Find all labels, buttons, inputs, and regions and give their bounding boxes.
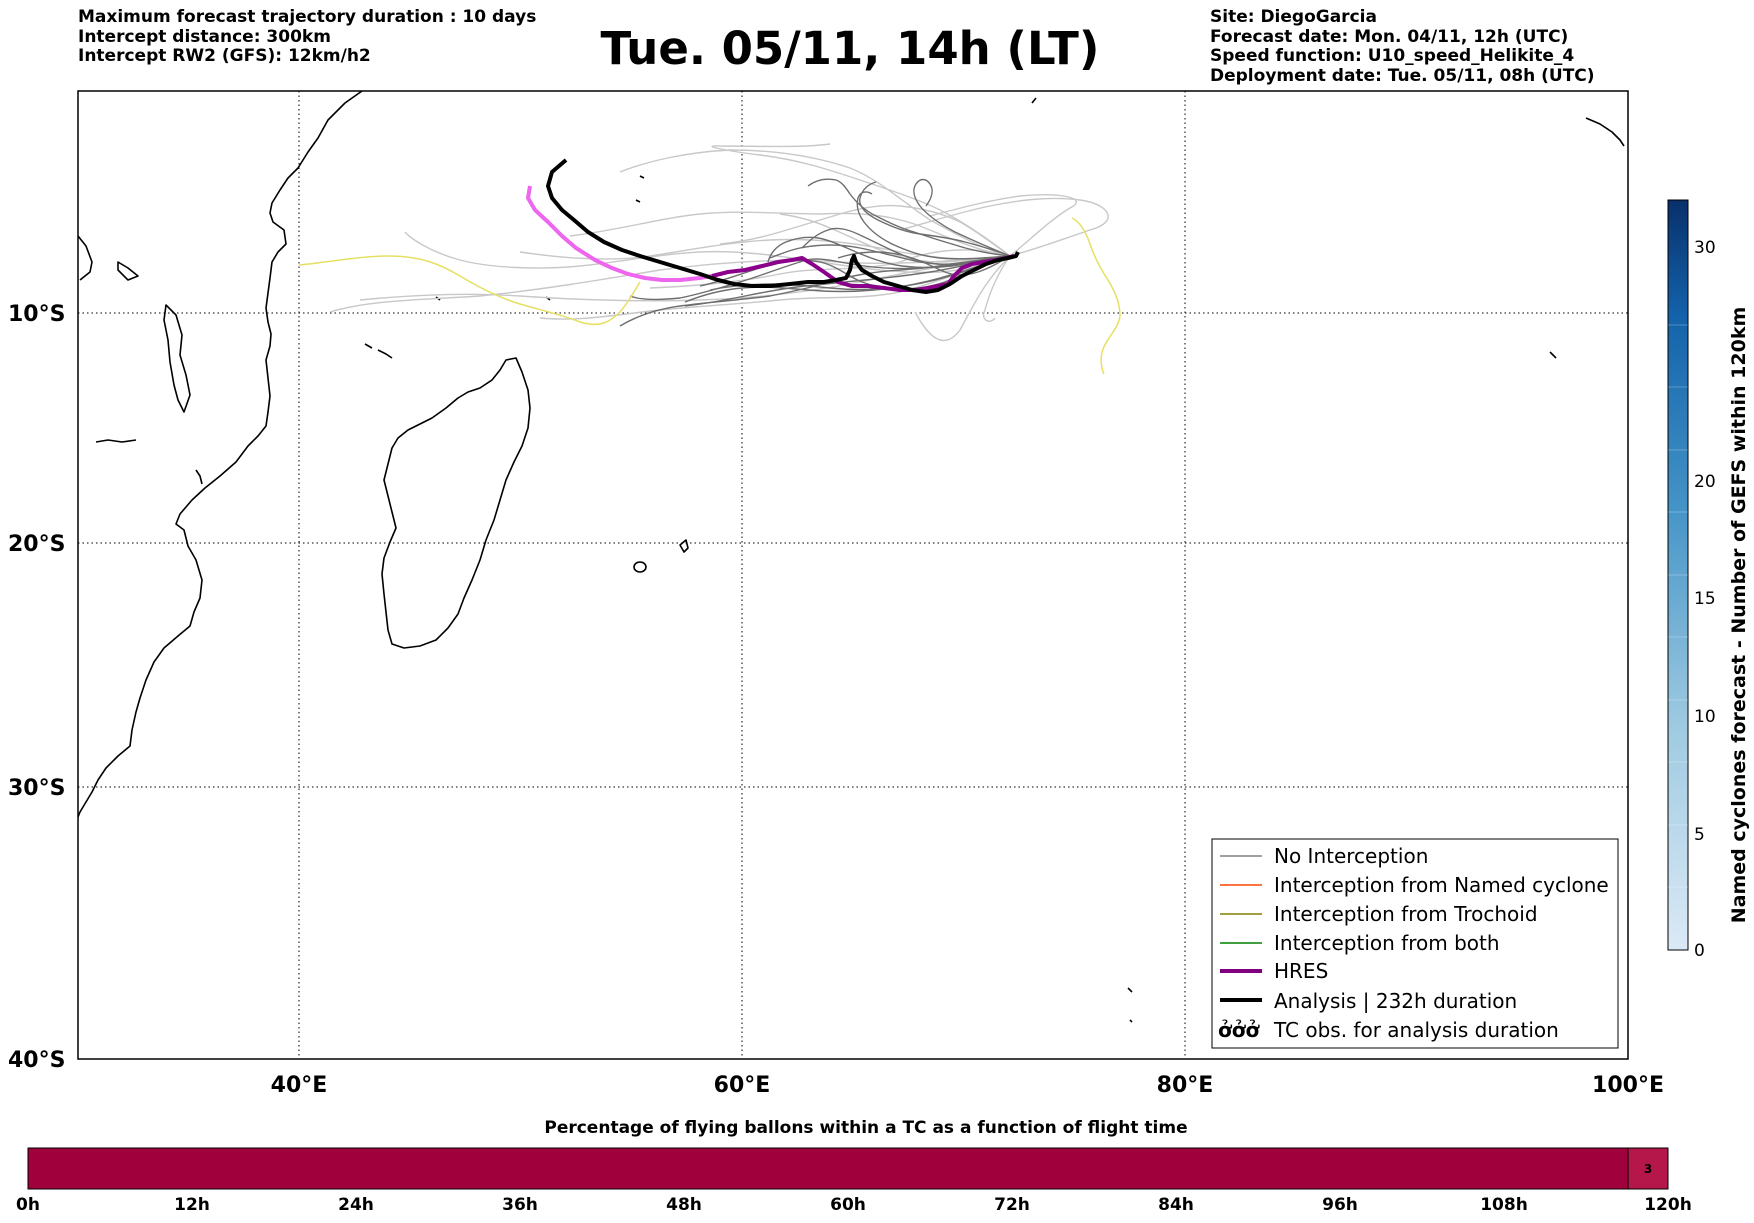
header-site: Site: DiegoGarcia	[1210, 7, 1377, 27]
bottom-colorbar-title: Percentage of flying ballons within a TC…	[544, 1118, 1187, 1138]
legend-hres: HRES	[1274, 959, 1328, 983]
ensemble-yellow	[298, 217, 1121, 375]
island-reunion	[633, 561, 647, 573]
legend-analysis: Analysis | 232h duration	[1274, 989, 1517, 1013]
header-intercept-distance: Intercept distance: 300km	[78, 26, 331, 47]
tc-obs-symbol-icon: ởởở	[1218, 1018, 1260, 1042]
lake-region-outline	[163, 304, 191, 413]
time-tick-60h: 60h	[830, 1195, 866, 1215]
legend-no-interception: No Interception	[1274, 844, 1428, 868]
cb-tick-10: 10	[1694, 707, 1716, 727]
time-tick-120h: 120h	[1644, 1195, 1692, 1215]
bottom-colorbar-fill	[27, 1147, 1669, 1190]
island-mauritius	[679, 539, 689, 553]
lon-label-80e: 80°E	[1157, 1073, 1214, 1098]
legend-tc-obs: TC obs. for analysis duration	[1273, 1018, 1559, 1042]
island-amsterdam	[1127, 987, 1133, 993]
analysis-track	[546, 158, 1020, 294]
island-seychelles-fragment	[377, 349, 393, 359]
trajectories	[298, 143, 1121, 375]
header-right-info: Site: DiegoGarcia Forecast date: Mon. 04…	[1210, 7, 1595, 86]
header-duration: Maximum forecast trajectory duration : 1…	[78, 7, 537, 27]
coast-fragment-2	[95, 439, 137, 443]
bottom-colorbar-end-label: 3	[1644, 1162, 1652, 1176]
right-colorbar: 0 5 10 15 20 30 Named cyclones forecast …	[1667, 199, 1750, 961]
lon-label-40e: 40°E	[271, 1073, 328, 1098]
cb-tick-20: 20	[1694, 472, 1716, 492]
time-tick-12h: 12h	[174, 1195, 210, 1215]
header-deployment-date: Deployment date: Tue. 05/11, 08h (UTC)	[1210, 65, 1595, 86]
header-speed-function: Speed function: U10_speed_Helikite_4	[1210, 46, 1575, 66]
legend-named-cyclone: Interception from Named cyclone	[1274, 873, 1609, 897]
coast-africa-east	[78, 91, 363, 820]
time-tick-72h: 72h	[994, 1195, 1030, 1215]
ensemble-light	[329, 143, 1109, 342]
island-zanzibar	[117, 261, 139, 281]
lat-label-30s: 30°S	[8, 776, 65, 801]
time-tick-96h: 96h	[1322, 1195, 1358, 1215]
lon-label-60e: 60°E	[714, 1073, 771, 1098]
lat-label-10s: 10°S	[8, 302, 65, 327]
lat-label-20s: 20°S	[8, 532, 65, 557]
island-cocos	[1549, 351, 1557, 359]
time-tick-108h: 108h	[1480, 1195, 1528, 1215]
cb-tick-5: 5	[1694, 825, 1705, 845]
cb-tick-15: 15	[1694, 589, 1716, 609]
legend-both: Interception from both	[1274, 931, 1500, 955]
graticule	[78, 91, 1628, 1059]
island-madagascar	[381, 357, 531, 649]
time-tick-24h: 24h	[338, 1195, 374, 1215]
header-left-info: Maximum forecast trajectory duration : 1…	[78, 7, 537, 67]
island-fragment-a	[364, 343, 373, 349]
lon-label-100e: 100°E	[1592, 1073, 1664, 1098]
cb-tick-30: 30	[1694, 238, 1716, 258]
header-intercept-rw2: Intercept RW2 (GFS): 12km/h2	[78, 46, 371, 66]
page-title: Tue. 05/11, 14h (LT)	[600, 22, 1100, 75]
time-tick-36h: 36h	[502, 1195, 538, 1215]
time-tick-0h: 0h	[16, 1195, 40, 1215]
time-tick-48h: 48h	[666, 1195, 702, 1215]
island-st-paul	[1129, 1019, 1133, 1023]
cb-tick-0: 0	[1694, 941, 1705, 961]
island-fragment-b	[1031, 97, 1037, 104]
bottom-colorbar: Percentage of flying ballons within a TC…	[16, 1118, 1692, 1215]
header-forecast-date: Forecast date: Mon. 04/11, 12h (UTC)	[1210, 26, 1569, 47]
coast-sumatra-fragment	[1585, 117, 1625, 147]
hres-track	[711, 254, 1015, 292]
colorbar-right-label: Named cyclones forecast - Number of GEFS…	[1728, 307, 1750, 924]
coast-fragment	[195, 469, 203, 485]
lat-label-40s: 40°S	[8, 1048, 65, 1073]
legend-trochoid: Interception from Trochoid	[1274, 902, 1538, 926]
bottom-colorbar-end-cell	[1627, 1147, 1669, 1190]
map-legend: No Interception Interception from Named …	[1211, 838, 1619, 1049]
ensemble-dark	[619, 178, 1011, 327]
time-tick-84h: 84h	[1158, 1195, 1194, 1215]
coast-africa-west-edge	[78, 235, 93, 281]
hres-early	[525, 185, 713, 282]
